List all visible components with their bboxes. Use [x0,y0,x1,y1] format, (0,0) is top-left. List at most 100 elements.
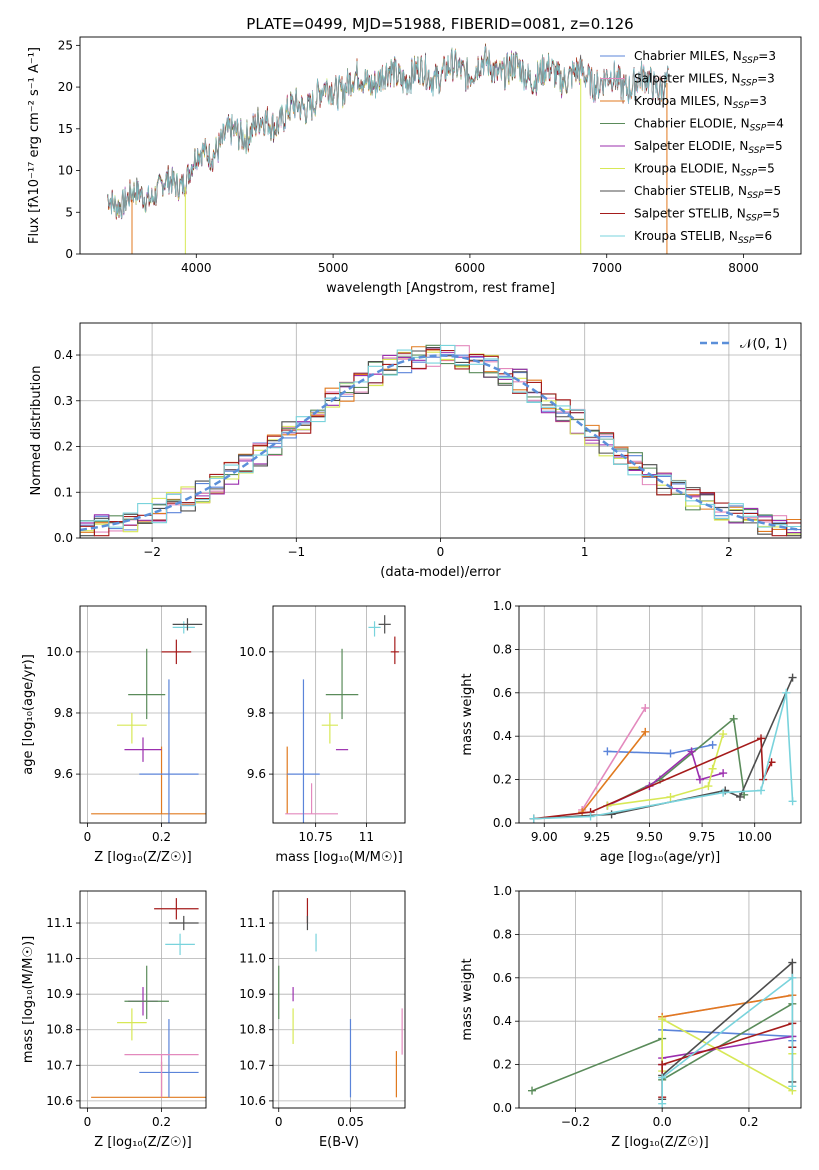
y-tick-label: 25 [58,38,73,52]
x-tick-label: 9.50 [636,830,663,844]
x-axis-label: mass [log₁₀(M/M☉)] [275,850,402,865]
axes-frame [272,890,406,1109]
plot-area [80,344,801,538]
axes-frame [518,605,802,824]
weight-line [533,737,773,820]
axes-frame [518,890,802,1109]
y-tick-label: 0.2 [54,440,73,454]
plot-area [91,898,206,1098]
y-tick-label: 5 [65,205,73,219]
y-tick-label: 0.0 [493,816,512,830]
spectrum-line [107,43,669,219]
y-tick-label: 0.6 [493,971,512,985]
y-tick-label: 11.0 [46,952,73,966]
ticks: −2 −1 0 1 2 0.0 0.1 0.2 0.3 0.4 [54,348,733,559]
legend-label: Kroupa MILES, NSSP=3 [634,94,767,111]
y-tick-label: 0.4 [493,729,512,743]
spectrum-line [107,43,669,219]
weight-marker [658,1060,667,1069]
y-tick-label: 10.7 [239,1058,266,1072]
plot-area [285,615,399,823]
x-axis-label: age [log₁₀(age/yr)] [600,850,721,865]
spectrum-line [107,44,582,219]
weight-line [581,707,646,811]
y-axis-label: Normed distribution [29,366,44,496]
x-tick-label: 7000 [591,261,622,275]
x-tick-label: 0.05 [337,1115,364,1129]
ticks: 9.00 9.25 9.50 9.75 10.00 0.0 0.2 0.4 0.6 0.8 1.0 [493,599,772,844]
legend-label: Chabrier STELIB, NSSP=5 [634,184,781,201]
plot-area [529,673,797,823]
plot-area [528,958,797,1108]
weight-marker [586,812,595,821]
ticks: 0 0.2 9.6 9.8 10.0 [46,645,171,844]
spectrum-line [107,45,582,220]
y-tick-label: 10.9 [239,987,266,1001]
ticks: 4000 5000 6000 7000 8000 0 5 10 15 20 25 [58,38,759,275]
x-tick-label: 0.0 [653,1115,672,1129]
weight-marker [658,1015,667,1024]
x-tick-label: 10.00 [738,830,772,844]
y-axis-label: mass [log₁₀(M/M☉)] [21,936,36,1063]
x-axis-label: E(B-V) [319,1135,359,1150]
y-tick-label: 10.6 [46,1094,73,1108]
weight-marker [719,730,728,739]
legend-label: Salpeter MILES, NSSP=3 [634,72,775,89]
x-axis-label: wavelength [Angstrom, rest frame] [326,281,555,296]
spectrum-line [107,44,669,220]
weight-marker [658,1099,667,1108]
y-tick-label: 11.1 [239,916,266,930]
y-axis-label: mass weight [460,958,475,1040]
axes-frame [272,605,406,824]
y-tick-label: 9.6 [54,767,73,781]
y-tick-label: 0 [65,247,73,261]
weight-marker [757,786,766,795]
panel-mass_vs_ebv: 0 0.05 10.6 10.7 10.8 10.9 11.0 11.1 E(B-V) [239,890,406,1150]
x-tick-label: −0.2 [561,1115,590,1129]
y-tick-label: 10.8 [46,1023,73,1037]
legend-label: Kroupa STELIB, NSSP=6 [634,229,772,246]
panel-mass_weight_vs_Z: −0.2 0.0 0.2 0.0 0.2 0.4 0.6 0.8 1.0 Z [log₁₀(Z/Z… [460,884,802,1150]
y-tick-label: 11.0 [239,952,266,966]
weight-line [662,994,793,1018]
y-tick-label: 0.4 [493,1014,512,1028]
weight-marker [529,814,538,823]
weight-marker [658,1073,667,1082]
x-tick-label: −2 [143,545,161,559]
y-tick-label: 10.7 [46,1058,73,1072]
panel-spectrum: 4000 5000 6000 7000 8000 0 5 10 15 20 25 wavelength… [27,36,802,296]
plot-area [107,43,669,254]
x-axis-label: (data-model)/error [380,565,501,580]
spectrum-line [107,44,582,218]
axes-frame [79,36,802,255]
y-tick-label: 10.9 [46,987,73,1001]
ticks: −0.2 0.0 0.2 0.0 0.2 0.4 0.6 0.8 1.0 [493,884,759,1129]
y-axis-label: Flux [fλ10⁻¹⁷ erg cm⁻² s⁻¹ A⁻¹] [27,47,42,244]
weight-marker [528,1086,537,1095]
axes-frame [79,890,207,1109]
weight-line [661,1022,794,1098]
weight-marker [695,775,704,784]
legend-label: Chabrier MILES, NSSP=3 [634,49,776,66]
weight-marker [666,749,675,758]
x-tick-label: 8000 [728,261,759,275]
x-axis-label: Z [log₁₀(Z/Z☉)] [94,1135,191,1150]
y-tick-label: 0.0 [493,1101,512,1115]
x-tick-label: 0.2 [739,1115,758,1129]
weight-marker [788,973,797,982]
y-tick-label: 20 [58,80,73,94]
x-tick-label: 0.2 [152,830,171,844]
legend-label: Salpeter STELIB, NSSP=5 [634,207,780,224]
weight-marker [788,797,797,806]
y-tick-label: 15 [58,122,73,136]
y-tick-label: 0.8 [493,642,512,656]
weight-line [661,976,794,1104]
y-tick-label: 10 [58,164,73,178]
plot-area [91,618,206,823]
x-tick-label: 11 [359,830,374,844]
panel-age_vs_Z: 0 0.2 9.6 9.8 10.0 Z [log₁₀(Z/Z☉)] age [log₁₀(… [21,605,207,865]
weight-marker [666,792,675,801]
x-axis-label: Z [log₁₀(Z/Z☉)] [611,1135,708,1150]
legend: Chabrier MILES, NSSP=3 Salpeter MILES, NS… [600,49,784,246]
